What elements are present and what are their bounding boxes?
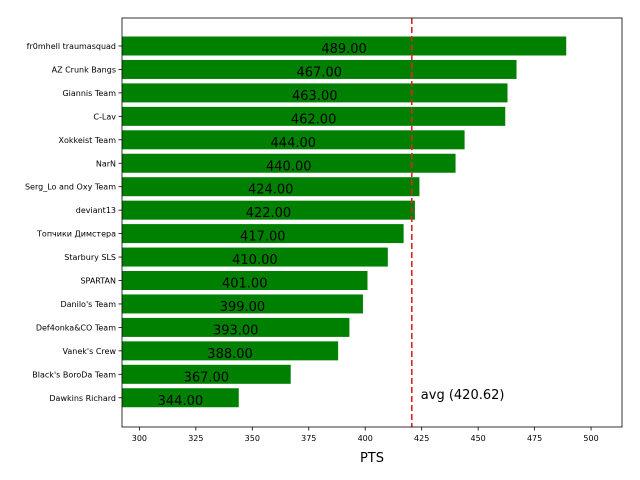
x-tick-label: 300 bbox=[132, 434, 147, 443]
x-tick-label: 450 bbox=[471, 434, 486, 443]
category-label: Black's BoroDa Team bbox=[32, 370, 116, 379]
avg-line-group: avg (420.62) bbox=[410, 18, 505, 427]
category-label: fr0mhell traumasquad bbox=[27, 42, 116, 51]
bars-group bbox=[122, 36, 567, 408]
bar-value-label: 422.00 bbox=[246, 206, 292, 221]
bar bbox=[122, 388, 239, 408]
bar bbox=[122, 177, 420, 197]
bar-value-label: 344.00 bbox=[158, 394, 204, 409]
x-tick-label: 350 bbox=[245, 434, 260, 443]
category-label: Vanek's Crew bbox=[63, 347, 117, 356]
bar bbox=[122, 317, 350, 337]
bar-value-label: 463.00 bbox=[292, 89, 338, 104]
bar-value-label: 393.00 bbox=[213, 323, 259, 338]
bar-value-label: 444.00 bbox=[271, 136, 317, 151]
category-label: AZ Crunk Bangs bbox=[52, 65, 116, 74]
y-axis: fr0mhell traumasquad AZ Crunk Bangs Gianni… bbox=[25, 42, 122, 403]
category-label: NarN bbox=[96, 159, 116, 168]
bar bbox=[122, 247, 388, 267]
bar-value-label: 424.00 bbox=[248, 183, 294, 198]
bar-value-label: 440.00 bbox=[266, 159, 312, 174]
category-label: Giannis Team bbox=[62, 89, 116, 98]
x-axis: 300 325 350 375 400 425 450 475 500 bbox=[132, 427, 599, 443]
bar bbox=[122, 200, 415, 220]
bar bbox=[122, 294, 363, 314]
bar-value-label: 401.00 bbox=[222, 277, 268, 292]
category-label: deviant13 bbox=[76, 206, 116, 215]
category-label: C-Lav bbox=[93, 112, 116, 121]
x-axis-title: PTS bbox=[360, 451, 384, 466]
bar bbox=[122, 224, 404, 244]
bar bbox=[122, 130, 465, 150]
category-label: Dawkins Richard bbox=[49, 394, 116, 403]
x-tick-label: 375 bbox=[301, 434, 316, 443]
category-label: Starbury SLS bbox=[64, 253, 116, 262]
x-tick-label: 475 bbox=[527, 434, 542, 443]
x-tick-label: 500 bbox=[583, 434, 598, 443]
category-label: Xokkeist Team bbox=[59, 136, 117, 145]
bar-value-label: 462.00 bbox=[291, 112, 337, 127]
bar bbox=[122, 364, 291, 384]
bar-value-label: 489.00 bbox=[321, 42, 367, 57]
category-label: Danilo's Team bbox=[60, 300, 116, 309]
x-tick-label: 425 bbox=[414, 434, 429, 443]
bar bbox=[122, 271, 368, 290]
bar bbox=[122, 341, 339, 361]
bar-value-label: 410.00 bbox=[232, 253, 278, 268]
bar bbox=[122, 83, 508, 103]
bar bbox=[122, 153, 456, 173]
category-label: SPARTAN bbox=[80, 277, 116, 286]
plot-frame bbox=[121, 17, 623, 428]
bar-value-label: 399.00 bbox=[220, 300, 266, 315]
category-label: Def4onka&CO Team bbox=[36, 323, 116, 332]
bar-value-label: 467.00 bbox=[297, 65, 343, 80]
bar-value-label: 388.00 bbox=[207, 347, 253, 362]
bar-value-label: 417.00 bbox=[240, 230, 286, 245]
category-label: Топчики Димстера bbox=[36, 230, 116, 239]
category-label: Serg_Lo and Oxy Team bbox=[25, 183, 116, 192]
bar bbox=[122, 59, 517, 79]
x-tick-label: 325 bbox=[188, 434, 203, 443]
avg-label: avg (420.62) bbox=[421, 388, 505, 403]
value-labels-group: 489.00 467.00 463.00 462.00 444.00 440.00 424.… bbox=[158, 42, 367, 409]
x-tick-label: 400 bbox=[358, 434, 373, 443]
bar bbox=[122, 106, 506, 126]
bar-value-label: 367.00 bbox=[184, 370, 230, 385]
bar bbox=[122, 36, 567, 56]
